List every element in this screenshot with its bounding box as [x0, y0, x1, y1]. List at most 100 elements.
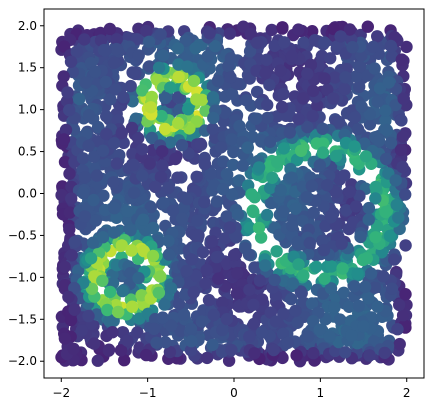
scatter-point: [305, 179, 318, 193]
scatter-point: [87, 150, 101, 163]
scatter-point: [396, 130, 410, 143]
scatter-point: [391, 323, 404, 336]
scatter-point: [274, 184, 287, 197]
scatter-point: [249, 112, 263, 126]
scatter-point: [369, 231, 382, 244]
scatter-point: [353, 189, 366, 203]
scatter-point: [200, 351, 214, 365]
data-points: [55, 20, 413, 368]
scatter-point: [136, 143, 149, 156]
scatter-point: [305, 297, 319, 310]
scatter-point: [383, 229, 397, 243]
scatter-point: [248, 261, 261, 274]
scatter-point: [283, 126, 296, 139]
scatter-point: [345, 329, 358, 342]
scatter-point: [333, 313, 347, 326]
scatter-point: [369, 180, 382, 194]
scatter-point: [385, 50, 399, 63]
scatter-point: [136, 169, 149, 182]
scatter-point: [59, 123, 73, 137]
scatter-point: [127, 158, 140, 172]
scatter-point: [201, 50, 214, 63]
scatter-point: [103, 285, 117, 299]
scatter-point: [396, 160, 409, 174]
scatter-point: [292, 23, 305, 36]
scatter-point: [154, 170, 168, 184]
scatter-point: [358, 137, 371, 150]
scatter-point: [154, 28, 167, 41]
scatter-point: [106, 326, 119, 339]
scatter-point: [325, 260, 338, 273]
scatter-point: [399, 188, 412, 201]
scatter-point: [228, 248, 241, 262]
scatter-point: [108, 137, 121, 150]
scatter-point: [187, 74, 201, 88]
scatter-point: [390, 198, 403, 212]
scatter-point: [318, 272, 331, 285]
scatter-point: [61, 86, 74, 99]
scatter-point: [241, 141, 254, 154]
scatter-point: [164, 319, 178, 332]
scatter-point: [212, 272, 225, 285]
scatter-point: [316, 122, 329, 135]
scatter-point: [268, 39, 281, 52]
scatter-point: [310, 260, 323, 273]
scatter-point: [339, 71, 352, 84]
scatter-point: [152, 286, 166, 299]
scatter-point: [126, 300, 139, 313]
scatter-point: [277, 307, 290, 320]
scatter-point: [218, 106, 232, 120]
scatter-point: [190, 170, 203, 183]
scatter-point: [230, 287, 244, 300]
scatter-point: [331, 40, 344, 53]
scatter-point: [351, 122, 365, 136]
scatter-point: [225, 188, 239, 201]
scatter-point: [220, 210, 233, 223]
scatter-point: [216, 296, 229, 309]
scatter-point: [121, 334, 134, 347]
scatter-point: [189, 42, 202, 55]
scatter-point: [82, 109, 96, 122]
scatter-point: [58, 155, 72, 169]
y-tick-label: 2.0: [18, 19, 37, 33]
scatter-point: [63, 223, 76, 236]
scatter-point: [57, 40, 71, 53]
scatter-point: [146, 249, 160, 263]
scatter-point: [261, 111, 274, 125]
scatter-point: [318, 72, 331, 85]
scatter-point: [395, 53, 408, 66]
scatter-point: [132, 49, 145, 62]
scatter-point: [78, 33, 91, 46]
scatter-point: [362, 201, 376, 215]
scatter-point: [393, 337, 406, 351]
scatter-point: [373, 82, 387, 95]
scatter-point: [162, 234, 175, 248]
scatter-point: [219, 232, 232, 245]
scatter-point: [125, 244, 138, 257]
scatter-point: [379, 114, 392, 128]
scatter-point: [73, 92, 86, 106]
scatter-point: [163, 345, 177, 359]
scatter-point: [110, 157, 124, 170]
scatter-point: [243, 221, 256, 234]
scatter-point: [99, 44, 112, 57]
scatter-point: [285, 49, 299, 63]
scatter-point: [64, 55, 78, 68]
scatter-point: [180, 264, 193, 278]
scatter-point: [192, 229, 205, 242]
scatter-point: [96, 274, 109, 287]
scatter-point: [182, 103, 195, 116]
scatter-point: [294, 285, 307, 298]
scatter-point: [361, 20, 374, 33]
scatter-point: [203, 27, 216, 40]
scatter-point: [180, 192, 194, 206]
scatter-point: [220, 312, 234, 326]
scatter-point: [175, 139, 189, 152]
scatter-point: [111, 114, 125, 127]
scatter-point: [175, 212, 189, 225]
scatter-point: [352, 299, 365, 313]
scatter-point: [195, 315, 208, 328]
scatter-point: [172, 117, 185, 130]
scatter-point: [125, 121, 139, 135]
y-axis: 2.0 1.5 1.0 0.5 0.0 −0.5 −1.0 −1.5 −2.0: [8, 19, 44, 368]
